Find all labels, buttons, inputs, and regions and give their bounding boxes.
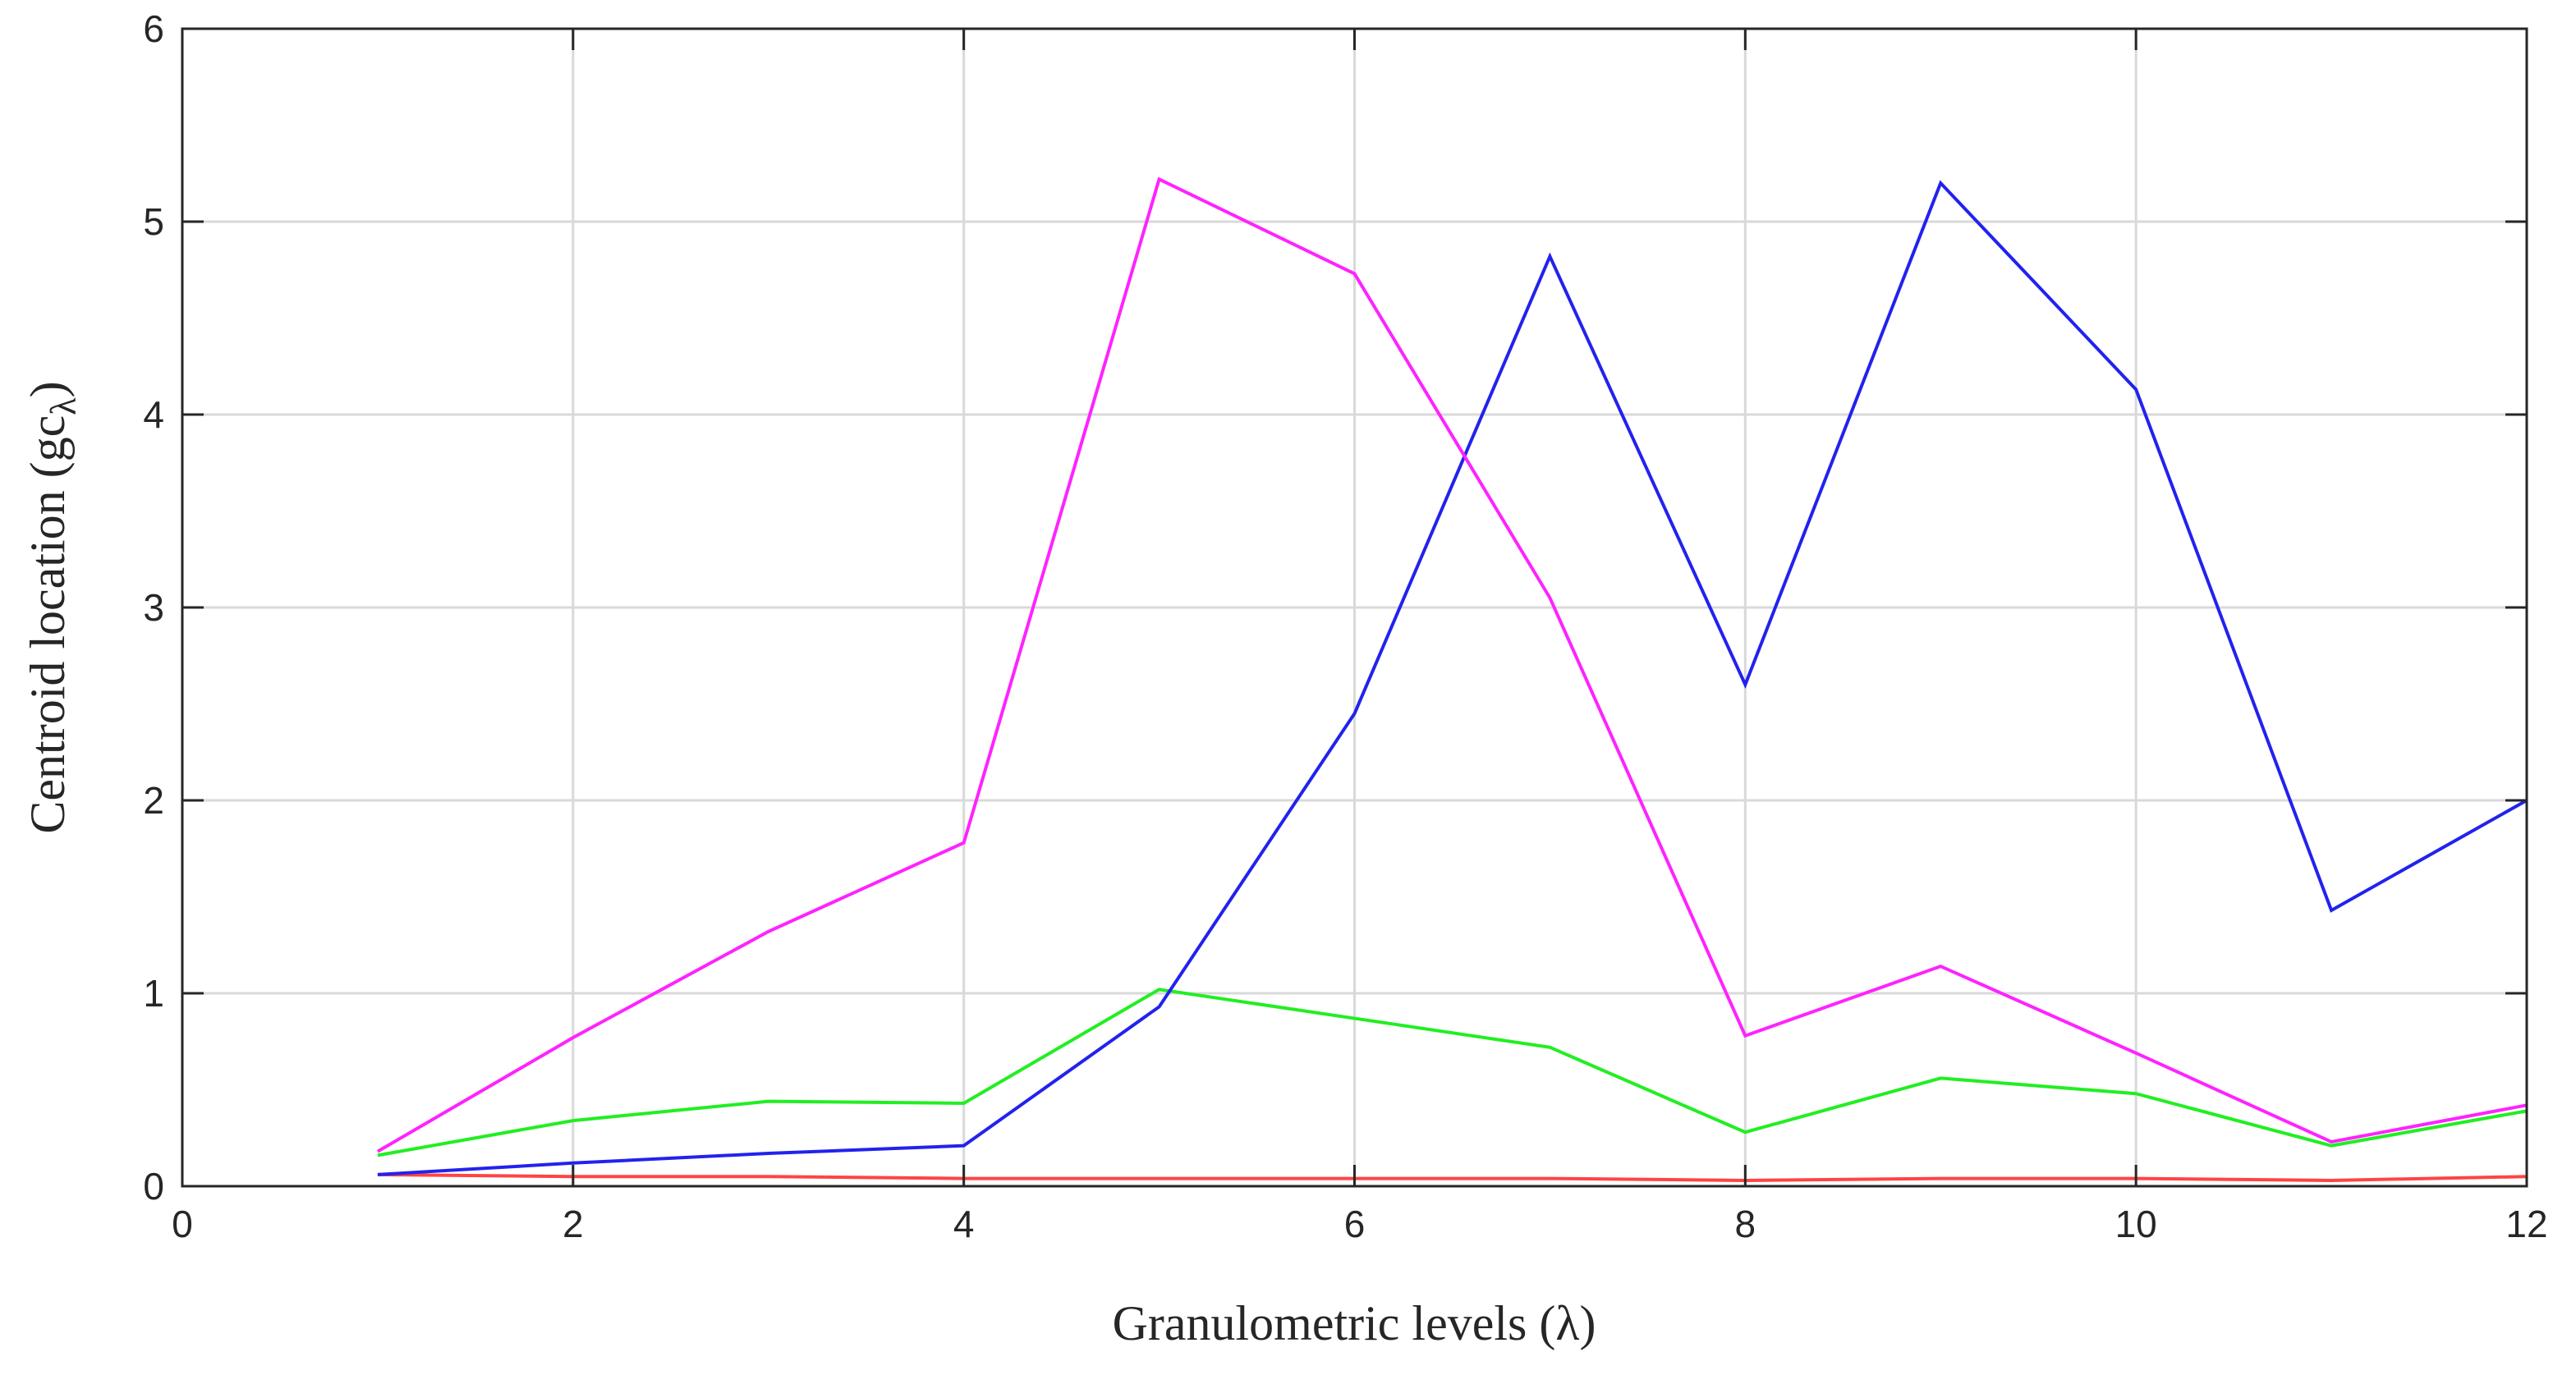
axis-ticks <box>181 27 2528 1188</box>
x-tick-label: 8 <box>1735 1203 1756 1245</box>
series-line-4 <box>376 176 2528 1153</box>
data-series <box>376 176 2528 1182</box>
y-tick-label: 5 <box>143 200 164 243</box>
x-axis-tick-labels: 0 2 4 6 8 10 12 <box>172 1203 2547 1245</box>
y-axis-label-close: ) <box>21 381 75 397</box>
series-line-2 <box>377 988 2528 1157</box>
y-tick-label: 3 <box>143 586 164 629</box>
x-tick-label: 4 <box>953 1203 975 1245</box>
x-tick-label: 0 <box>172 1203 193 1245</box>
x-tick-label: 12 <box>2505 1203 2547 1245</box>
y-tick-label: 4 <box>143 393 164 436</box>
y-tick-label: 6 <box>143 7 164 50</box>
grid-lines <box>181 27 2528 1188</box>
y-tick-label: 0 <box>143 1165 164 1208</box>
y-axis-label: Centroid location (gcλ) <box>21 381 84 833</box>
y-axis-tick-labels: 0 1 2 3 4 5 6 <box>143 7 164 1208</box>
y-tick-label: 2 <box>143 779 164 822</box>
x-axis-label: Granulometric levels (λ) <box>1113 1296 1596 1350</box>
series-line-3 <box>377 180 2528 1176</box>
y-tick-label: 1 <box>143 972 164 1015</box>
x-tick-label: 2 <box>562 1203 584 1245</box>
series-line-1 <box>377 1172 2528 1182</box>
x-tick-label: 10 <box>2115 1203 2157 1245</box>
y-axis-label-subscript: λ <box>44 397 84 415</box>
y-axis-label-main: Centroid location (gc <box>21 415 75 834</box>
x-tick-label: 6 <box>1344 1203 1366 1245</box>
